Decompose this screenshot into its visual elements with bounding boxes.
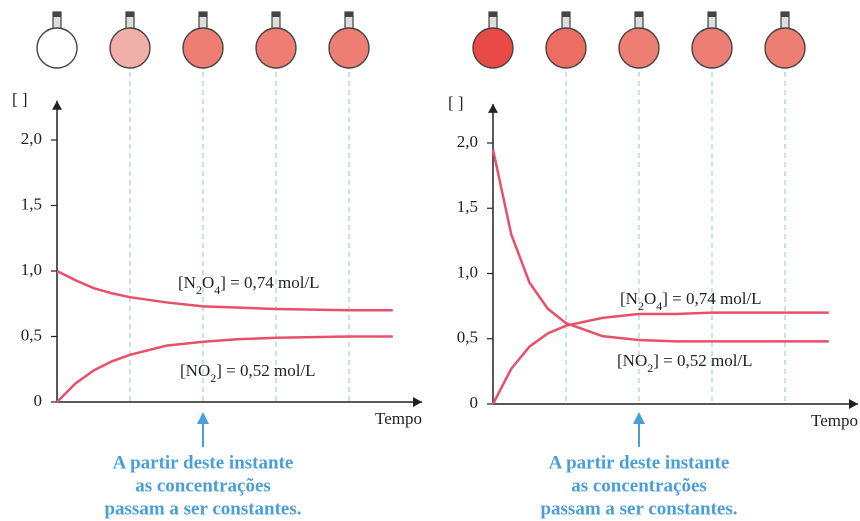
flask: [329, 28, 369, 68]
callout-text: A partir deste instante: [113, 452, 294, 473]
annotation: [NO2] = 0,52 mol/L: [180, 361, 316, 385]
callout-arrow-head: [197, 412, 209, 424]
figure: [ ] Tempo 0 0,5 1,0 1,5 2,0 [N2O4] = 0,74 mol/L…: [0, 0, 860, 521]
y-tick-label: 0: [470, 393, 479, 412]
y-axis-label: [ ]: [448, 93, 464, 112]
y-tick-label: 2,0: [21, 129, 42, 148]
flask: [546, 28, 586, 68]
y-axis-label: [ ]: [12, 90, 28, 109]
callout-arrow-head: [633, 412, 645, 424]
flask: [692, 28, 732, 68]
flask-cap: [53, 12, 61, 17]
flask: [183, 28, 223, 68]
flask-cap: [708, 12, 716, 17]
flask-cap: [272, 12, 280, 17]
flask-cap: [781, 12, 789, 17]
flask-cap: [562, 12, 570, 17]
flask-cap: [345, 12, 353, 17]
y-tick-label: 1,5: [21, 194, 42, 213]
y-tick-label: 1,0: [457, 262, 478, 281]
flask-cap: [635, 12, 643, 17]
callout-text: A partir deste instante: [549, 452, 730, 473]
x-axis-label: Tempo: [811, 411, 858, 430]
y-tick-label: 0: [34, 391, 43, 410]
flask: [765, 28, 805, 68]
callout-text: as concentrações: [135, 475, 271, 496]
y-axis-arrow: [52, 101, 62, 110]
annotation: [NO2] = 0,52 mol/L: [617, 351, 753, 375]
flask-cap: [489, 12, 497, 17]
callout-text: passam a ser constantes.: [540, 498, 737, 519]
y-tick-label: 2,0: [457, 132, 478, 151]
flask: [473, 28, 513, 68]
flask-cap: [126, 12, 134, 17]
flask: [110, 28, 150, 68]
y-tick-label: 0,5: [21, 325, 42, 344]
callout-text: as concentrações: [571, 475, 707, 496]
flask: [37, 28, 77, 68]
flask: [619, 28, 659, 68]
flask: [256, 28, 296, 68]
y-tick-label: 0,5: [457, 328, 478, 347]
y-tick-label: 1,0: [21, 260, 42, 279]
annotation: [N2O4] = 0,74 mol/L: [178, 273, 320, 297]
x-axis-arrow: [413, 397, 422, 407]
y-axis-arrow: [488, 104, 498, 113]
flask-cap: [199, 12, 207, 17]
x-axis-label: Tempo: [375, 409, 422, 428]
annotation: [N2O4] = 0,74 mol/L: [620, 289, 762, 313]
callout-text: passam a ser constantes.: [104, 498, 301, 519]
x-axis-arrow: [849, 399, 858, 409]
y-tick-label: 1,5: [457, 197, 478, 216]
